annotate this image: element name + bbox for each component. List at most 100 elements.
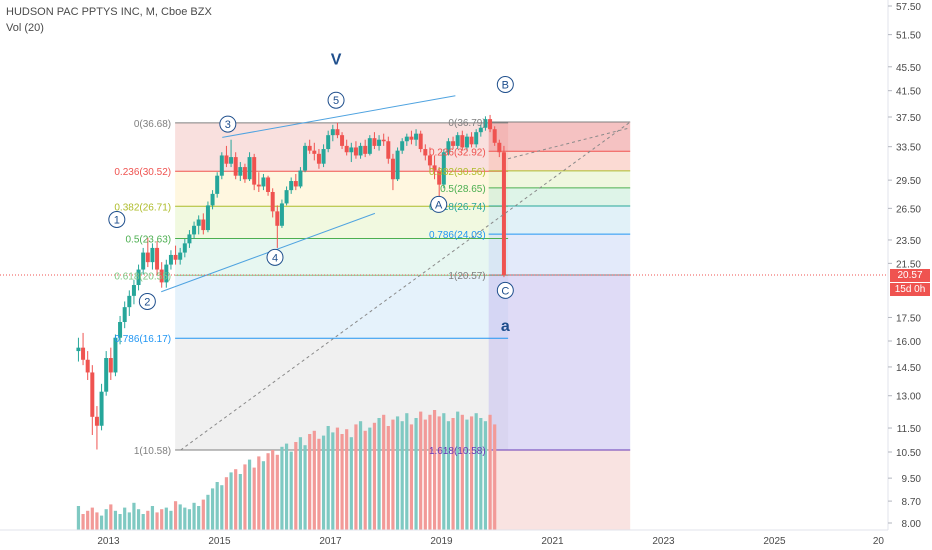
candle-body xyxy=(279,203,284,226)
volume-bar xyxy=(86,510,90,530)
volume-bar xyxy=(483,421,488,530)
fib-right-label: 0.382(30.56) xyxy=(429,167,486,178)
candle-body xyxy=(205,205,210,231)
volume-bar xyxy=(317,438,321,530)
volume-bar xyxy=(215,482,219,530)
candle-body xyxy=(150,247,155,263)
candle-body xyxy=(307,145,312,151)
volume-bar xyxy=(414,418,418,530)
candle-body xyxy=(108,358,113,373)
candle-body xyxy=(488,119,493,130)
candle-body xyxy=(99,391,104,426)
elliott-wave-labels: 1 2 3 4 5 A B C Va xyxy=(108,51,514,335)
fib-right-zone xyxy=(488,275,631,450)
chart-legend: HUDSON PAC PPTYS INC, M, Cboe BZX Vol (2… xyxy=(6,4,212,36)
volume-bar xyxy=(479,418,483,530)
candle-body xyxy=(358,145,363,156)
fib-right-label: 0.5(28.65) xyxy=(440,184,486,195)
candle-body xyxy=(164,264,169,283)
volume-bar xyxy=(132,502,136,530)
wave-label: B xyxy=(502,79,509,91)
candle-body xyxy=(427,155,432,166)
time-tick-label: 2017 xyxy=(319,536,342,547)
volume-bar xyxy=(113,510,118,530)
candle-body xyxy=(400,141,405,151)
candle-body xyxy=(312,150,317,154)
fib-left-label: 0.786(16.17) xyxy=(114,334,171,345)
fib-right-zone xyxy=(488,122,631,152)
volume-bar xyxy=(460,414,464,530)
time-tick-label: 2019 xyxy=(430,536,453,547)
price-tick-label: 26.50 xyxy=(896,204,921,215)
volume-bar xyxy=(493,424,497,530)
candle-body xyxy=(270,191,275,212)
volume-bar xyxy=(224,477,229,530)
volume-bar xyxy=(81,514,85,530)
candle-body xyxy=(395,150,400,180)
fib-right-zone xyxy=(488,187,631,206)
price-tick-label: 14.50 xyxy=(896,363,921,374)
volume-bar xyxy=(446,421,451,530)
volume-bar xyxy=(289,451,293,530)
volume-bar xyxy=(474,413,478,530)
candle-body xyxy=(409,136,414,140)
candle-body xyxy=(90,372,95,417)
candle-body xyxy=(182,243,187,253)
fib-right-zone xyxy=(488,234,631,275)
volume-bar xyxy=(326,426,330,530)
price-tick-label: 41.50 xyxy=(896,87,921,98)
trend-lines[interactable] xyxy=(0,95,888,451)
candle-body xyxy=(460,135,465,148)
fib-left-label: 0.382(26.71) xyxy=(114,202,171,213)
candle-body xyxy=(215,175,220,194)
candle-body xyxy=(113,337,118,373)
volume-bar xyxy=(465,419,469,530)
time-axis[interactable]: 2013 2015 2017 2019 2021 2023 2025 20 xyxy=(0,529,888,547)
volume-bar xyxy=(234,469,238,530)
symbol-title[interactable]: HUDSON PAC PPTYS INC, M, Cboe BZX xyxy=(6,6,212,18)
candle-body xyxy=(446,141,451,153)
candle-body xyxy=(372,138,377,146)
volume-bar xyxy=(354,424,358,530)
fib-right-label: 0(36.79) xyxy=(448,118,485,129)
candle-body xyxy=(229,157,234,164)
fib-left-label: 0.236(30.52) xyxy=(114,167,171,178)
volume-bar xyxy=(247,459,252,530)
candle-body xyxy=(404,136,409,142)
wave-circle xyxy=(138,292,156,310)
candle-body xyxy=(469,136,474,145)
volume-bar xyxy=(345,429,349,530)
fibonacci-zones xyxy=(175,122,631,530)
volume-bar xyxy=(349,437,353,530)
channel-upper-line xyxy=(222,95,456,138)
volume-bar xyxy=(368,427,372,530)
candle-body xyxy=(441,152,446,185)
price-tick-label: 23.50 xyxy=(896,236,921,247)
volume-indicator-label[interactable]: Vol (20) xyxy=(6,22,44,34)
candle-body xyxy=(187,234,192,244)
candle-body xyxy=(81,347,86,360)
candle-body xyxy=(178,252,183,260)
candle-body xyxy=(233,157,238,176)
volume-bar xyxy=(275,454,279,530)
wave-circle xyxy=(219,115,237,133)
volume-bar xyxy=(432,410,437,530)
candle-body xyxy=(210,193,215,206)
candle-body xyxy=(474,132,479,145)
volume-bar xyxy=(456,411,460,530)
candle-body xyxy=(298,170,303,187)
price-tick-label: 8.70 xyxy=(902,497,922,508)
volume-bar xyxy=(136,509,141,530)
fibonacci-labels: 0(36.68) 0.236(30.52) 0.382(26.71) 0.5(23.6… xyxy=(114,118,485,457)
price-tick-label: 29.50 xyxy=(896,176,921,187)
candle-body xyxy=(252,157,257,185)
candle-body xyxy=(127,295,132,308)
volume-bar xyxy=(400,421,404,530)
price-tick-label: 51.50 xyxy=(896,31,921,42)
volume-bar xyxy=(206,494,210,530)
diagonal-dashed-line xyxy=(180,121,631,451)
volume-bar xyxy=(294,442,298,530)
volume-bar xyxy=(90,507,94,530)
candle-body xyxy=(85,359,90,373)
